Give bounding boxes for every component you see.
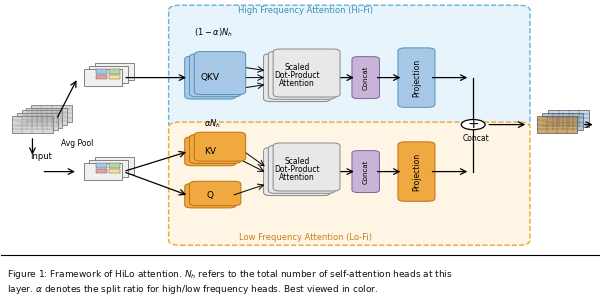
FancyBboxPatch shape xyxy=(194,52,245,94)
FancyBboxPatch shape xyxy=(22,110,62,128)
FancyBboxPatch shape xyxy=(89,66,128,83)
FancyBboxPatch shape xyxy=(268,145,335,193)
FancyBboxPatch shape xyxy=(169,122,530,245)
FancyBboxPatch shape xyxy=(263,148,331,196)
FancyBboxPatch shape xyxy=(194,132,245,161)
Text: Avg Pool: Avg Pool xyxy=(61,139,93,147)
FancyBboxPatch shape xyxy=(109,163,120,168)
Text: Dot-Product: Dot-Product xyxy=(274,165,320,174)
Text: +: + xyxy=(467,117,479,131)
FancyBboxPatch shape xyxy=(17,113,58,131)
FancyBboxPatch shape xyxy=(190,181,241,206)
Text: High Frequency Attention (Hi-Fi): High Frequency Attention (Hi-Fi) xyxy=(238,6,373,15)
FancyBboxPatch shape xyxy=(352,57,379,99)
Text: QKV: QKV xyxy=(201,73,220,82)
FancyBboxPatch shape xyxy=(95,63,134,80)
Text: Dot-Product: Dot-Product xyxy=(274,71,320,80)
FancyBboxPatch shape xyxy=(89,160,128,177)
FancyBboxPatch shape xyxy=(542,113,583,130)
Text: Attention: Attention xyxy=(279,173,315,182)
FancyBboxPatch shape xyxy=(185,184,236,208)
Text: Concat: Concat xyxy=(463,134,490,143)
FancyBboxPatch shape xyxy=(12,116,53,133)
FancyBboxPatch shape xyxy=(398,48,435,107)
FancyBboxPatch shape xyxy=(97,69,107,74)
Text: Concat: Concat xyxy=(362,160,368,184)
Text: $(1-\alpha)N_h$: $(1-\alpha)N_h$ xyxy=(194,27,233,39)
FancyBboxPatch shape xyxy=(352,151,379,192)
FancyBboxPatch shape xyxy=(95,157,134,174)
FancyBboxPatch shape xyxy=(31,105,72,122)
Text: Figure 1: Framework of HiLo attention. $N_h$ refers to the total number of self-: Figure 1: Framework of HiLo attention. $… xyxy=(7,268,453,296)
FancyBboxPatch shape xyxy=(263,54,331,102)
FancyBboxPatch shape xyxy=(109,69,120,74)
FancyBboxPatch shape xyxy=(398,142,435,201)
FancyBboxPatch shape xyxy=(273,49,340,97)
FancyBboxPatch shape xyxy=(268,51,335,99)
Text: Projection: Projection xyxy=(412,59,421,97)
Circle shape xyxy=(461,120,485,130)
FancyBboxPatch shape xyxy=(26,107,67,125)
FancyBboxPatch shape xyxy=(83,163,122,180)
FancyBboxPatch shape xyxy=(169,5,530,128)
FancyBboxPatch shape xyxy=(83,69,122,86)
FancyBboxPatch shape xyxy=(97,75,107,79)
Text: KV: KV xyxy=(205,147,217,156)
Text: Attention: Attention xyxy=(279,79,315,89)
Text: Q: Q xyxy=(207,191,214,200)
FancyBboxPatch shape xyxy=(109,169,120,173)
FancyBboxPatch shape xyxy=(190,54,241,97)
FancyBboxPatch shape xyxy=(109,75,120,79)
FancyBboxPatch shape xyxy=(97,163,107,168)
Text: Low Frequency Attention (Lo-Fi): Low Frequency Attention (Lo-Fi) xyxy=(239,233,373,242)
FancyBboxPatch shape xyxy=(548,110,589,127)
FancyBboxPatch shape xyxy=(97,169,107,173)
Text: Projection: Projection xyxy=(412,152,421,191)
Text: $\alpha N_h$: $\alpha N_h$ xyxy=(203,117,221,130)
FancyBboxPatch shape xyxy=(185,56,236,99)
FancyBboxPatch shape xyxy=(536,116,577,133)
Text: Scaled: Scaled xyxy=(284,63,310,73)
FancyBboxPatch shape xyxy=(273,143,340,191)
Text: Concat: Concat xyxy=(362,65,368,90)
Text: Scaled: Scaled xyxy=(284,157,310,166)
Text: Input: Input xyxy=(31,152,52,161)
FancyBboxPatch shape xyxy=(185,137,236,166)
FancyBboxPatch shape xyxy=(190,134,241,163)
